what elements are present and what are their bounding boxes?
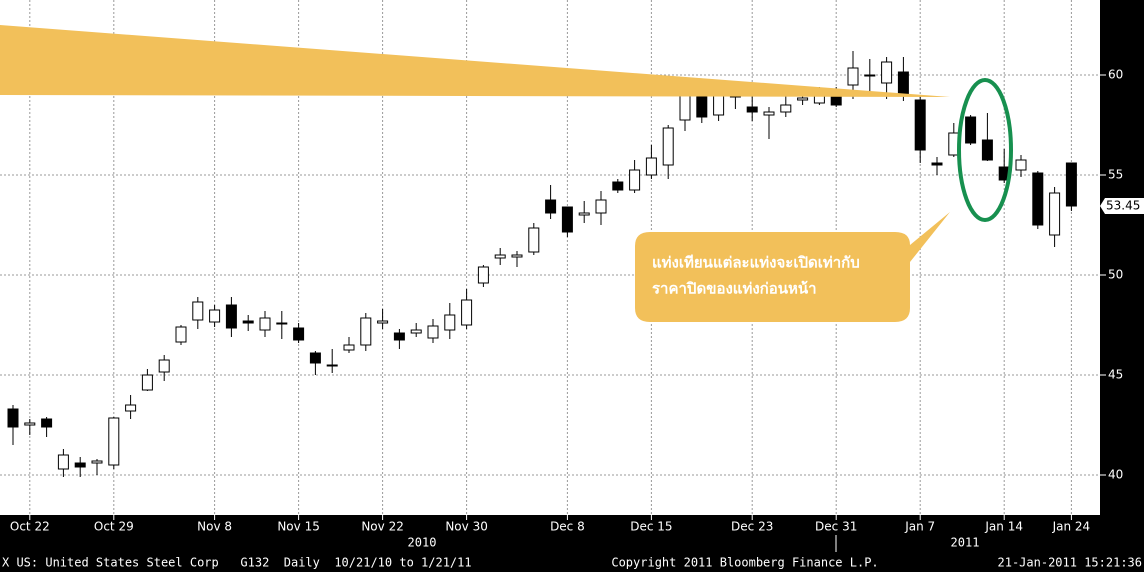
candle-body [897, 71, 909, 96]
candle-body [847, 67, 859, 86]
x-tick-label: Dec 15 [630, 520, 672, 534]
highlight-wedge [0, 25, 950, 97]
x-tick-label: Dec 31 [815, 520, 857, 534]
candle-body [511, 254, 523, 258]
candle-body [175, 326, 187, 343]
x-tick-label: Jan 7 [904, 520, 935, 534]
candle-body [645, 157, 657, 176]
candle-body [914, 99, 926, 151]
candle-body [864, 74, 876, 77]
candle-body [192, 301, 204, 321]
x-tick-label: Dec 8 [550, 520, 585, 534]
x-axis-band [0, 515, 1144, 572]
candle-body [74, 462, 86, 468]
candle-body [242, 320, 254, 324]
last-price-tag [1100, 198, 1144, 214]
footer-right: 21-Jan-2011 15:21:36 [998, 556, 1143, 570]
candle-body [1049, 192, 1061, 236]
x-tick-label: Dec 23 [731, 520, 773, 534]
footer-left: X US: United States Steel Corp G132 Dail… [2, 556, 472, 570]
candle-body [427, 325, 439, 339]
y-tick-label: 50 [1108, 268, 1123, 282]
year-label: 2010 [408, 536, 437, 550]
candle-body [410, 329, 422, 334]
candle-body [679, 94, 691, 121]
candle-body [326, 364, 338, 367]
candle-body [209, 309, 221, 323]
last-price-label: 53.45 [1106, 199, 1140, 213]
candle-body [41, 418, 53, 428]
candle-body [125, 404, 137, 412]
candle-body [1015, 159, 1027, 171]
footer-center: Copyright 2011 Bloomberg Finance L.P. [611, 556, 878, 570]
y-tick-label: 40 [1108, 468, 1123, 482]
candle-body [931, 162, 943, 166]
candle-body [545, 199, 557, 214]
x-tick-label: Oct 29 [94, 520, 134, 534]
x-tick-label: Nov 22 [361, 520, 404, 534]
candle-body [881, 61, 893, 84]
x-tick-label: Nov 15 [277, 520, 320, 534]
candle-body [763, 111, 775, 116]
x-tick-label: Nov 30 [445, 520, 488, 534]
annotation-line: ราคาปิดของแท่งก่อนหน้า [652, 280, 817, 298]
candle-body [528, 227, 540, 253]
y-tick-label: 55 [1108, 168, 1123, 182]
x-tick-label: Nov 8 [197, 520, 232, 534]
annotation-line: แท่งเทียนแต่ละแท่งจะเปิดเท่ากับ [652, 254, 860, 272]
candle-body [141, 374, 153, 391]
candle-body [259, 317, 271, 331]
candle-body [276, 322, 288, 325]
candle-body [24, 422, 36, 426]
candle-body [1065, 162, 1077, 207]
candle-body [713, 94, 725, 116]
candle-body [612, 181, 624, 191]
candle-body [377, 320, 389, 324]
candle-body [293, 327, 305, 341]
candle-body [91, 460, 103, 464]
candle-body [108, 417, 120, 466]
candle-body [797, 97, 809, 101]
candle-body [595, 199, 607, 214]
candle-body [780, 104, 792, 113]
candle-body [309, 352, 321, 364]
y-axis-band [1100, 0, 1144, 515]
callout [635, 212, 950, 322]
candle-body [444, 314, 456, 331]
candle-body [7, 408, 19, 428]
highlight-ellipse [957, 78, 1013, 222]
candle-body [629, 169, 641, 191]
candle-body [461, 299, 473, 326]
year-label: 2011 [951, 536, 980, 550]
candle-body [393, 332, 405, 341]
x-tick-label: Oct 22 [10, 520, 50, 534]
candle-body [662, 127, 674, 166]
y-tick-label: 60 [1108, 68, 1123, 82]
x-tick-label: Jan 24 [1052, 520, 1091, 534]
candle-body [965, 116, 977, 144]
candle-body [746, 106, 758, 113]
candle-body [360, 317, 372, 346]
candle-body [225, 304, 237, 329]
candle-body [57, 454, 69, 470]
candle-body [343, 344, 355, 351]
candle-body [494, 254, 506, 259]
x-tick-label: Jan 14 [984, 520, 1023, 534]
candle-body [561, 206, 573, 233]
y-tick-label: 45 [1108, 368, 1123, 382]
candle-body [477, 266, 489, 284]
candle-body [1032, 172, 1044, 226]
candle-body [578, 212, 590, 216]
candle-body [158, 359, 170, 373]
candle-body [981, 139, 993, 161]
